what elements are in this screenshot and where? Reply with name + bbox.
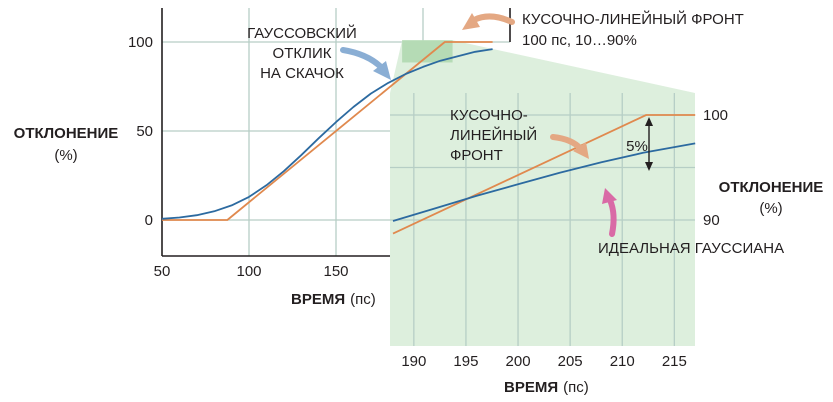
inset-pwl-arrow-head: [573, 142, 589, 159]
pwl-arrow-head: [462, 13, 480, 30]
inset-ylabel: ОТКЛОНЕНИЕ: [719, 179, 824, 196]
inset-y-tick-label: 90: [703, 212, 720, 229]
main-pwl-line: [162, 41, 493, 221]
pwl-title: КУСОЧНО-ЛИНЕЙНЫЙ ФРОНТ: [522, 10, 744, 28]
inset-y-tick-label: 100: [703, 107, 728, 124]
ideal-gauss-annotation: ИДЕАЛЬНАЯ ГАУССИАНА: [598, 188, 784, 257]
gauss-arrow-head: [373, 61, 391, 80]
main-xlabel: ВРЕМЯ (пс): [291, 291, 376, 308]
inset-x-tick-label: 205: [558, 353, 583, 370]
main-ylabel-unit: (%): [54, 147, 77, 164]
gauss-label-1: ГАУССОВСКИЙ: [247, 24, 357, 42]
main-xlabel-title: ВРЕМЯ: [291, 291, 345, 308]
main-y-tick-label: 100: [128, 34, 153, 51]
inset-x-tick-label: 210: [610, 353, 635, 370]
main-ticks: 50 100 150 0 50 100: [128, 34, 349, 280]
main-y-tick-label: 0: [145, 212, 153, 229]
pwl-arrow-shaft: [471, 13, 515, 25]
five-percent-label: 5%: [626, 138, 648, 155]
inset-x-tick-label: 195: [453, 353, 478, 370]
pwl-annotation: КУСОЧНО-ЛИНЕЙНЫЙ ФРОНТ 100 пс, 10…90%: [462, 10, 744, 49]
inset-pwl-annotation: КУСОЧНО- ЛИНЕЙНЫЙ ФРОНТ: [450, 107, 589, 164]
inset-x-tick-label: 200: [506, 353, 531, 370]
main-x-tick-label: 150: [323, 263, 348, 280]
main-series: [161, 41, 493, 221]
inset-xlabel-unit: (пс): [563, 379, 589, 396]
inset-x-tick-label: 215: [662, 353, 687, 370]
main-x-tick-label: 50: [154, 263, 171, 280]
gauss-step-annotation: ГАУССОВСКИЙ ОТКЛИК НА СКАЧОК: [247, 24, 391, 82]
inset-x-tick-label: 190: [401, 353, 426, 370]
ideal-gauss-label: ИДЕАЛЬНАЯ ГАУССИАНА: [598, 240, 784, 257]
inset-ticks: 190 195 200 205 210 215 90 100: [401, 107, 728, 370]
ideal-gauss-arrow-shaft: [607, 197, 617, 237]
main-xlabel-unit: (пс): [350, 291, 376, 308]
inset-pwl-line: [392, 114, 696, 235]
main-y-tick-label: 50: [136, 123, 153, 140]
inset-series: [392, 114, 696, 235]
inset-grid: [390, 93, 695, 346]
gauss-label-2: ОТКЛИК: [273, 45, 332, 62]
gauss-arrow-shaft: [340, 47, 385, 71]
ideal-gauss-arrow-head: [602, 188, 617, 204]
pwl-subtitle: 100 пс, 10…90%: [522, 32, 637, 49]
inset-pwl-label-1: КУСОЧНО-: [450, 107, 528, 124]
five-percent-arrow-down: [645, 162, 653, 171]
five-percent-arrow-up: [645, 117, 653, 126]
main-gauss-line: [161, 48, 493, 220]
main-x-tick-label: 100: [236, 263, 261, 280]
inset-gauss-line: [392, 142, 696, 222]
inset-ylabel-unit: (%): [759, 200, 782, 217]
gauss-label-3: НА СКАЧОК: [260, 65, 344, 82]
inset-xlabel-title: ВРЕМЯ: [504, 379, 558, 396]
inset-pwl-label-2: ЛИНЕЙНЫЙ: [450, 126, 537, 144]
inset-xlabel: ВРЕМЯ (пс): [504, 379, 589, 396]
main-ylabel: ОТКЛОНЕНИЕ: [14, 125, 119, 142]
five-percent-marker: 5%: [626, 117, 653, 171]
inset-pwl-label-3: ФРОНТ: [450, 147, 503, 164]
